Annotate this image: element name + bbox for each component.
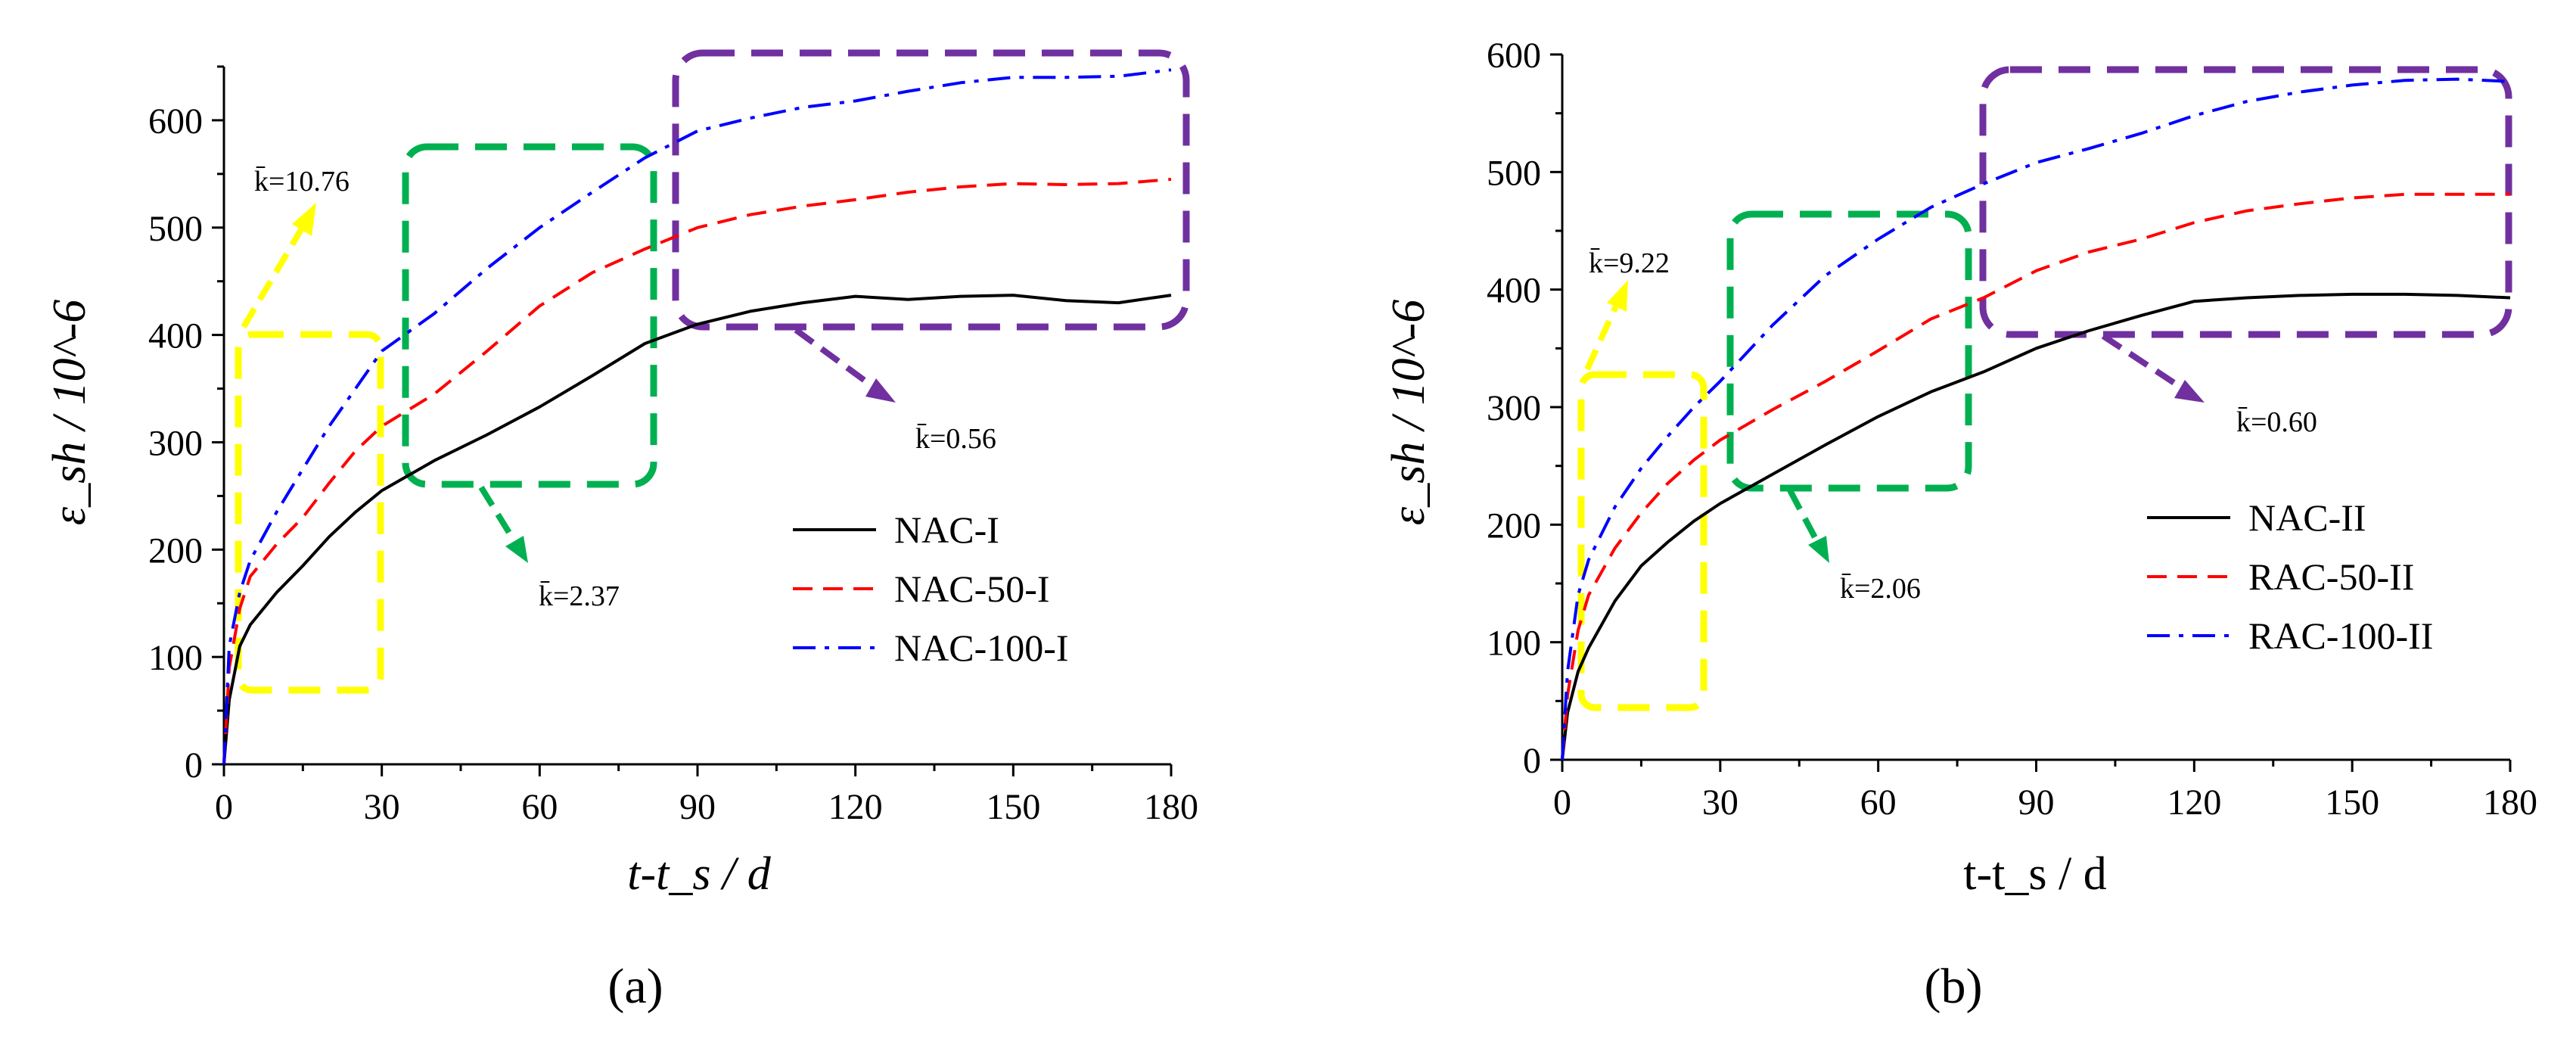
a-y-tick-label: 600 — [148, 101, 203, 142]
a-y-tick-label: 500 — [148, 209, 203, 249]
a-highlight-regions — [235, 49, 1190, 694]
a-y-axis-label: ε_sh / 10^-6 — [44, 300, 95, 526]
b-y-tick-label: 200 — [1487, 506, 1541, 546]
b-series-line-3 — [1561, 77, 2511, 761]
a-anno-yellow: k̄=10.76 — [254, 166, 350, 198]
a-legend-label-2: NAC-50-I — [894, 568, 1050, 610]
b-series-line-2 — [1561, 192, 2510, 761]
a-series-group — [222, 68, 1172, 765]
a-series-line-3 — [222, 68, 1172, 765]
a-axes: 0 30 60 90 120 150 180 0 100 200 300 400 500 600 — [148, 65, 1198, 827]
a-x-tick-label: 90 — [679, 787, 716, 827]
b-purple-region — [1979, 66, 2512, 338]
a-y-tick-label: 300 — [148, 423, 203, 463]
a-y-tick-label: 0 — [185, 745, 203, 785]
a-y-tick-label: 200 — [148, 530, 203, 571]
a-x-tick-label: 180 — [1144, 787, 1198, 827]
a-legend-label-1: NAC-I — [894, 509, 999, 551]
a-anno-purple: k̄=0.56 — [915, 423, 996, 455]
b-panel-label: (b) — [1925, 959, 1983, 1014]
b-series-group — [1561, 77, 2511, 761]
b-legend-label-2: RAC-50-II — [2248, 555, 2414, 598]
a-x-tick-label: 0 — [215, 787, 233, 827]
a-series-line-1 — [222, 294, 1172, 765]
b-legend-label-3: RAC-100-II — [2248, 614, 2433, 657]
b-annotations: k̄=9.22 k̄=2.06 k̄=0.60 — [1589, 247, 2317, 605]
a-purple-region — [672, 49, 1190, 331]
b-yellow-arrow — [1584, 280, 1628, 371]
a-panel-label: (a) — [607, 959, 663, 1014]
a-yellow-arrow — [241, 203, 316, 329]
b-anno-green: k̄=2.06 — [1840, 573, 1921, 605]
panel-b: 0 30 60 90 120 150 180 0 100 200 300 400 500 600 NAC-… — [1383, 36, 2537, 1014]
b-green-region — [1726, 210, 1972, 492]
b-y-tick-label: 0 — [1523, 741, 1541, 781]
b-purple-arrow — [2101, 333, 2205, 403]
a-series-line-2 — [222, 177, 1172, 765]
a-y-tick-label: 400 — [148, 316, 203, 356]
a-purple-arrow — [794, 327, 896, 403]
b-x-tick-label: 180 — [2483, 782, 2537, 823]
b-legend-label-1: NAC-II — [2248, 496, 2366, 539]
b-green-arrow — [1787, 489, 1829, 563]
panel-a: 0 30 60 90 120 150 180 0 100 200 300 400 500 600 NAC-… — [44, 49, 1198, 1014]
b-series-line-1 — [1561, 292, 2511, 761]
a-green-arrow — [478, 485, 528, 563]
b-y-tick-label: 400 — [1487, 271, 1541, 311]
b-legend: NAC-II RAC-50-II RAC-100-II — [2147, 496, 2433, 657]
b-yellow-region — [1577, 371, 1707, 711]
b-y-tick-label: 600 — [1487, 36, 1541, 76]
a-legend: NAC-I NAC-50-I NAC-100-I — [793, 509, 1069, 669]
b-x-tick-label: 90 — [2018, 782, 2055, 823]
b-x-tick-label: 120 — [2167, 782, 2221, 823]
a-x-tick-label: 30 — [364, 787, 400, 827]
b-anno-purple: k̄=0.60 — [2236, 406, 2317, 438]
a-x-tick-label: 120 — [828, 787, 883, 827]
b-y-tick-label: 500 — [1487, 153, 1541, 193]
b-y-tick-label: 100 — [1487, 624, 1541, 664]
a-x-tick-label: 150 — [986, 787, 1040, 827]
a-anno-green: k̄=2.37 — [539, 580, 620, 612]
b-highlight-regions — [1577, 66, 2512, 711]
a-green-region — [402, 143, 657, 488]
b-x-axis-label: t-t_s / d — [1963, 848, 2106, 900]
a-y-tick-label: 100 — [148, 638, 203, 678]
a-legend-label-3: NAC-100-I — [894, 627, 1069, 669]
a-x-axis-label: t-t_s / d — [627, 848, 771, 900]
a-x-tick-label: 60 — [521, 787, 558, 827]
b-x-tick-label: 60 — [1860, 782, 1897, 823]
b-x-tick-label: 30 — [1702, 782, 1739, 823]
b-anno-yellow: k̄=9.22 — [1589, 247, 1670, 279]
b-y-tick-label: 300 — [1487, 388, 1541, 428]
b-axes: 0 30 60 90 120 150 180 0 100 200 300 400 500 600 — [1487, 36, 2537, 823]
b-y-axis-label: ε_sh / 10^-6 — [1383, 300, 1434, 526]
b-x-tick-label: 0 — [1553, 782, 1571, 823]
a-annotations: k̄=10.76 k̄=2.37 k̄=0.56 — [254, 166, 996, 612]
b-x-tick-label: 150 — [2325, 782, 2379, 823]
a-yellow-region — [235, 331, 384, 694]
